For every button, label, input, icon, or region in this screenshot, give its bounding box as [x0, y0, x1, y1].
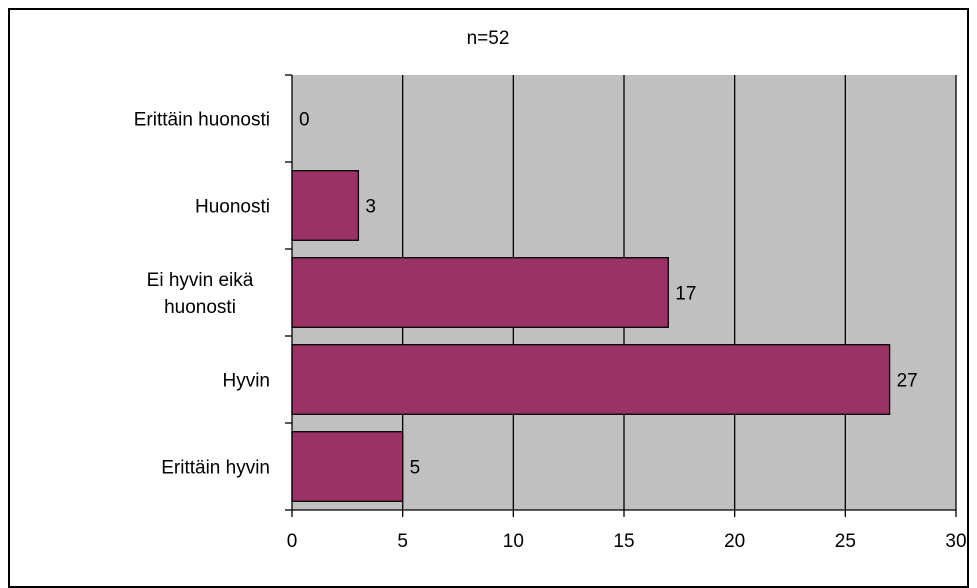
x-tick-label: 25 — [835, 531, 856, 552]
x-tick-label: 5 — [397, 531, 408, 552]
y-category-label: Huonosti — [195, 197, 270, 218]
data-label: 5 — [410, 458, 421, 479]
x-tick-label: 30 — [945, 531, 966, 552]
y-category-label: Erittäin huonosti — [134, 110, 270, 131]
data-label: 3 — [365, 197, 376, 218]
bar — [291, 170, 360, 241]
y-category-label: Ei hyvin eikä huonosti — [147, 270, 254, 318]
x-tick-label: 10 — [503, 531, 524, 552]
bar — [291, 431, 404, 502]
bar — [291, 344, 891, 415]
data-label: 17 — [675, 284, 696, 305]
x-tick-label: 0 — [287, 531, 298, 552]
plot-area: 0 5 10 15 20 25 30 0 Erittäin huonosti 3 Huonosti 1… — [134, 74, 967, 552]
y-category-label: Hyvin — [222, 371, 270, 392]
y-category-label: Erittäin hyvin — [161, 458, 270, 479]
x-tick-label: 20 — [724, 531, 745, 552]
x-tick-label: 15 — [613, 531, 634, 552]
chart-title: n=52 — [467, 28, 510, 49]
data-label: 0 — [299, 110, 310, 131]
bar — [291, 257, 669, 328]
data-label: 27 — [897, 371, 918, 392]
